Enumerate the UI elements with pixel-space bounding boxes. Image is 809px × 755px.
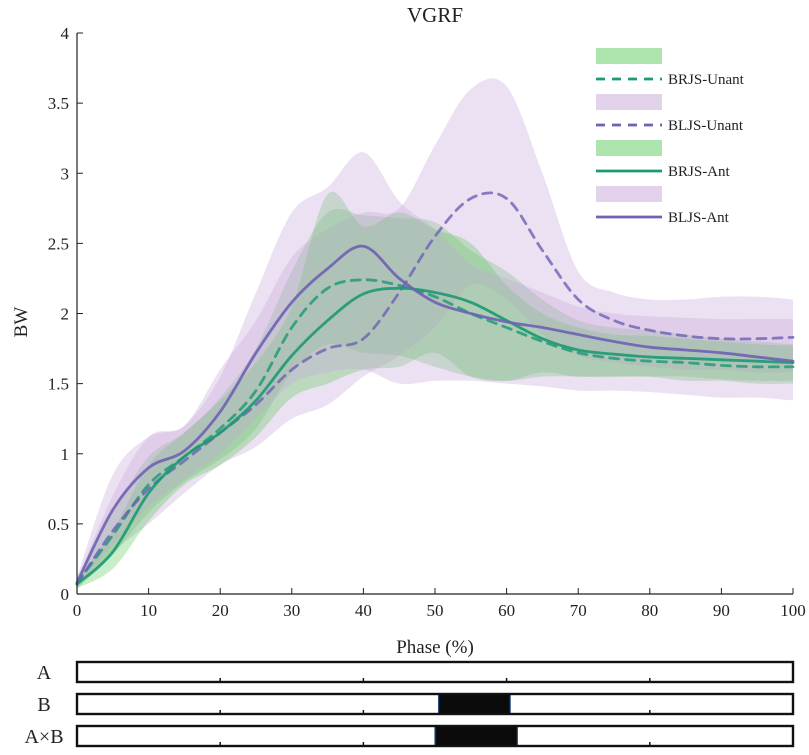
band-bljs-ant: [77, 152, 793, 589]
y-tick-label: 3.5: [48, 94, 69, 113]
x-ticks: 0 10 20 30 40 50 60 70 80 90 100: [73, 588, 806, 620]
y-ticks: 0 0.5 1 1.5 2 2.5 3 3.5 4: [48, 24, 83, 604]
y-tick-label: 0: [61, 585, 70, 604]
y-axis-title: BW: [11, 307, 32, 338]
significance-block: [437, 693, 511, 715]
x-tick-label: 50: [427, 601, 444, 620]
stat-row-frame: [75, 660, 795, 684]
band-bljs-unant: [77, 78, 793, 589]
y-tick-label: 0.5: [48, 515, 69, 534]
legend-label-bljs-unant: BLJS-Unant: [668, 118, 744, 134]
line-bljs-ant: [75, 244, 795, 585]
x-tick-label: 80: [641, 601, 658, 620]
legend-patch-bljs-unant: [596, 94, 662, 110]
band-brjs-unant: [77, 208, 793, 589]
x-axis-title: Phase (%): [396, 637, 474, 658]
chart-title: VGRF: [407, 3, 463, 27]
y-tick-label: 4: [61, 24, 70, 43]
stat-row-label: A: [37, 662, 52, 684]
x-tick-label: 100: [780, 601, 806, 620]
stat-row-label: B: [37, 694, 50, 716]
x-tick-label: 90: [713, 601, 730, 620]
x-tick-label: 40: [355, 601, 372, 620]
significance-block: [434, 725, 518, 747]
y-tick-label: 1: [61, 445, 70, 464]
y-tick-label: 3: [61, 164, 70, 183]
legend-label-brjs-ant: BRJS-Ant: [668, 164, 731, 180]
legend: BRJS-Unant BLJS-Unant BRJS-Ant BLJS-Ant: [596, 48, 745, 226]
x-tick-label: 20: [212, 601, 229, 620]
significance-panel: AB A×B: [24, 660, 795, 748]
legend-patch-bljs-ant: [596, 186, 662, 202]
line-brjs-ant: [75, 286, 795, 586]
y-tick-label: 1.5: [48, 375, 69, 394]
line-bljs-unant: [75, 191, 795, 586]
y-tick-label: 2.5: [48, 234, 69, 253]
legend-patch-brjs-ant: [596, 140, 662, 156]
x-tick-label: 10: [140, 601, 157, 620]
plot-area: [75, 78, 795, 589]
legend-label-bljs-ant: BLJS-Ant: [668, 210, 730, 226]
x-tick-label: 60: [498, 601, 515, 620]
y-tick-label: 2: [61, 305, 70, 324]
stat-row-frame: [75, 692, 795, 716]
legend-label-brjs-unant: BRJS-Unant: [668, 72, 745, 88]
band-brjs-ant: [77, 191, 793, 589]
x-tick-label: 30: [283, 601, 300, 620]
stat-row-frame: [75, 724, 795, 748]
x-tick-label: 70: [570, 601, 587, 620]
x-tick-label: 0: [73, 601, 82, 620]
stat-row-label: A×B: [24, 726, 63, 748]
legend-patch-brjs-unant: [596, 48, 662, 64]
